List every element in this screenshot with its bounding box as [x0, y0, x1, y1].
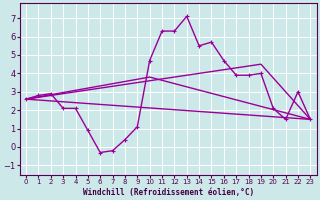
X-axis label: Windchill (Refroidissement éolien,°C): Windchill (Refroidissement éolien,°C)	[83, 188, 254, 197]
